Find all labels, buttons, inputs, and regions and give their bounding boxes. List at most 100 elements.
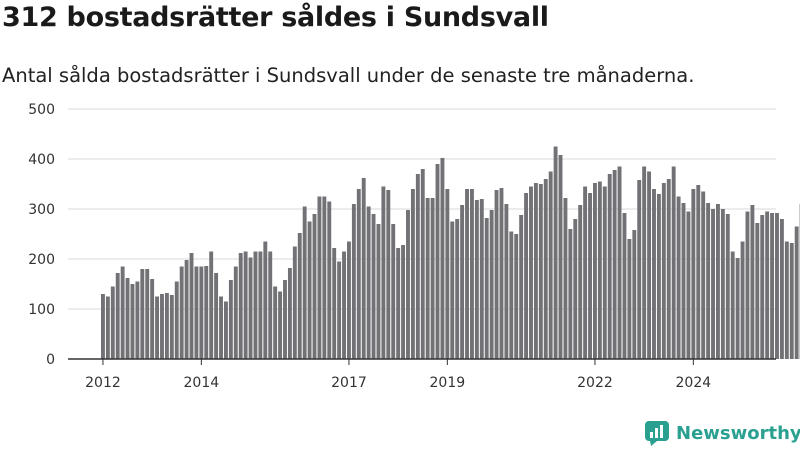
x-tick-label: 2024: [676, 375, 712, 391]
bar: [504, 204, 509, 359]
bar: [489, 210, 494, 359]
bar: [199, 266, 204, 359]
bar: [789, 243, 794, 359]
bar: [273, 286, 278, 359]
bar: [189, 253, 194, 359]
bar: [307, 221, 312, 359]
bar: [509, 231, 514, 359]
bar: [361, 178, 366, 359]
x-tick-label: 2019: [430, 375, 466, 391]
bar: [174, 281, 179, 359]
bar: [194, 266, 199, 359]
bar: [730, 251, 735, 359]
bar: [607, 174, 612, 359]
bar: [214, 273, 219, 359]
bar: [765, 211, 770, 359]
bar: [538, 184, 543, 359]
bar: [602, 186, 607, 359]
bar: [219, 296, 223, 359]
bar: [120, 266, 125, 359]
x-tick-label: 2017: [331, 375, 367, 391]
bar: [647, 171, 652, 359]
bar: [553, 146, 558, 359]
bar: [110, 286, 115, 359]
bar: [337, 261, 342, 359]
bar: [297, 233, 302, 359]
bar: [366, 206, 371, 359]
bar: [135, 281, 140, 359]
bar: [696, 185, 701, 359]
bar: [150, 279, 155, 359]
bar: [425, 198, 430, 359]
bar: [740, 241, 745, 359]
bar: [283, 280, 287, 359]
x-tick-label: 2022: [577, 375, 613, 391]
bar: [125, 278, 130, 359]
y-tick-label: 200: [28, 252, 55, 268]
bar: [101, 294, 105, 359]
bar: [248, 257, 253, 359]
bar: [745, 211, 750, 359]
bar: [794, 226, 799, 359]
bar: [450, 221, 455, 359]
y-tick-label: 0: [46, 352, 55, 368]
bar: [130, 284, 135, 359]
bar: [465, 189, 469, 359]
newsworthy-logo-icon: [645, 421, 669, 446]
bar: [386, 190, 391, 359]
bar: [396, 248, 401, 359]
bar: [760, 215, 765, 359]
bar: [332, 248, 337, 359]
bar: [548, 171, 553, 359]
bar: [401, 245, 406, 359]
bar: [115, 273, 120, 359]
bar: [238, 253, 243, 359]
bar: [258, 251, 263, 359]
bar: [460, 205, 465, 359]
bar: [455, 219, 460, 359]
bar: [209, 251, 214, 359]
bar: [391, 224, 396, 359]
bar: [479, 199, 484, 359]
bar: [627, 239, 632, 359]
bar: [637, 180, 642, 359]
bar: [578, 205, 583, 359]
bar: [573, 219, 578, 359]
chart-title: 312 bostadsrätter såldes i Sundsvall: [2, 2, 549, 33]
bar: [494, 190, 499, 359]
bar: [420, 169, 425, 359]
bar: [263, 241, 268, 359]
bar: [676, 196, 681, 359]
bar: [681, 203, 686, 359]
bar: [784, 241, 789, 359]
bar: [445, 189, 450, 359]
bar: [317, 196, 322, 359]
bar: [474, 200, 479, 359]
bar: [155, 296, 160, 359]
y-tick-label: 100: [28, 302, 55, 318]
bar: [233, 266, 238, 359]
bar: [253, 251, 258, 359]
bar: [351, 204, 356, 359]
bar: [145, 269, 150, 359]
bar: [720, 209, 725, 359]
bar: [347, 241, 351, 359]
brand-logo: Newsworthy: [644, 420, 800, 446]
brand-name: Newsworthy: [676, 422, 800, 444]
chart-subtitle: Antal sålda bostadsrätter i Sundsvall un…: [2, 64, 695, 87]
bar: [243, 251, 248, 359]
bar: [224, 301, 228, 359]
bar: [342, 251, 346, 359]
bar: [376, 224, 381, 359]
bar: [524, 193, 529, 359]
bar: [268, 251, 273, 359]
bar: [499, 188, 504, 359]
bar: [164, 293, 169, 359]
bar: [755, 223, 760, 359]
bar: [287, 268, 292, 359]
bar: [612, 170, 617, 359]
bar: [514, 234, 519, 359]
bar: [686, 211, 691, 359]
bar: [652, 189, 656, 359]
bar: [371, 214, 376, 359]
